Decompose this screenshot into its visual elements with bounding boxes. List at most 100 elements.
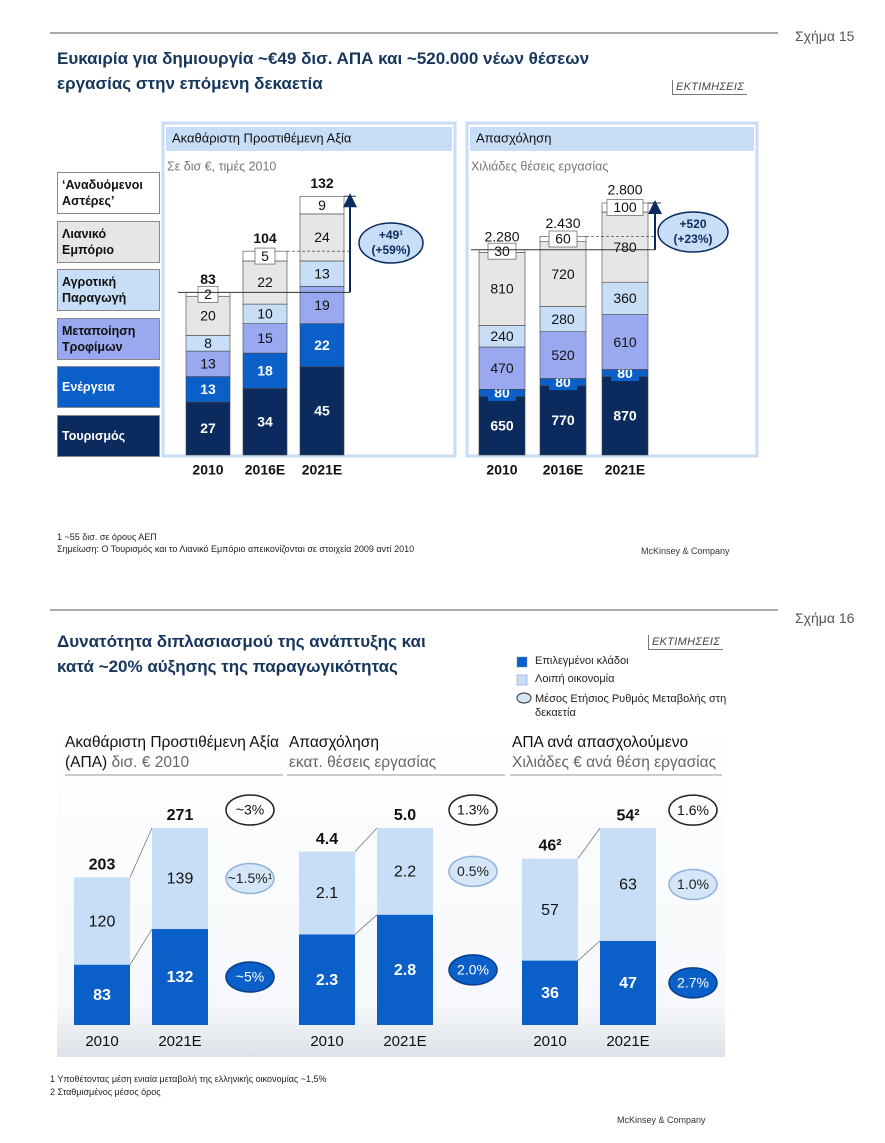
annotation: (+59%) (371, 243, 410, 257)
bar-segment (601, 376, 649, 456)
chart-title-text: ΑΠΑ ανά απασχολούμενο (512, 734, 689, 751)
bar-segment (601, 211, 649, 283)
data-label: 30 (494, 243, 510, 259)
figure-title: εργασίας στην επόμενη δεκαετία (57, 74, 323, 93)
data-label: 13 (314, 265, 330, 281)
data-label: 2.2 (394, 864, 416, 881)
footnote: 1 ~55 δισ. σε όρους ΑΕΠ (57, 532, 157, 542)
figure-title: κατά ~20% αύξησης της παραγωγικότητας (57, 657, 398, 676)
data-label: 100 (613, 199, 637, 215)
panel-frame (161, 121, 457, 458)
legend-entry: Μεταποίηση Τροφίμων (57, 317, 160, 360)
total-label: 271 (167, 807, 194, 824)
legend-entry: ‘Αναδυόμενοι Αστέρες’ (57, 172, 160, 214)
legend-swatch (516, 674, 528, 686)
bar-segment (185, 376, 231, 403)
estimate-tag: ΕΚΤΙΜΗΣΕΙΣ (648, 635, 724, 650)
growth-bubble (448, 794, 498, 826)
data-label: 2.3 (316, 972, 338, 989)
bar-segment (299, 213, 345, 262)
data-label: 45 (314, 403, 330, 419)
bar-segment (74, 877, 130, 965)
data-label: 120 (89, 913, 116, 930)
legend-entry: Λιανικό Εμπόριο (57, 220, 160, 263)
growth-bubble (225, 794, 275, 826)
bar-segment (539, 306, 587, 333)
chart-subtitle: δισ. € 2010 (111, 754, 190, 771)
bar-segment (522, 960, 578, 1025)
bar-segment (242, 352, 288, 389)
bar-segment (600, 940, 656, 1025)
growth-bubble (225, 862, 275, 895)
legend-swatch (516, 656, 528, 668)
growth-label: 2.0% (457, 962, 489, 978)
data-label: 360 (613, 290, 637, 306)
data-label: 780 (613, 239, 637, 255)
total-label: 104 (253, 230, 277, 246)
connector (354, 914, 378, 935)
x-tick-label: 2021E (605, 462, 645, 478)
panel-subtitle: Χιλιάδες θέσεις εργασίας (471, 159, 608, 173)
data-label: 24 (314, 229, 330, 245)
total-label: 54² (616, 807, 639, 824)
legend-bubble-label: Μέσος Ετήσιος Ρυθμός Μεταβολής στη δεκαε… (535, 693, 727, 719)
panel-title: Ακαθάριστη Προστιθέμενη Αξία (172, 130, 352, 145)
annotation: +520 (679, 217, 706, 231)
legend-entry: Επιλεγμένοι κλάδοι (535, 655, 629, 667)
bar-segment (152, 929, 208, 1025)
data-label: 22 (314, 337, 330, 353)
data-label: 9 (318, 197, 326, 213)
growth-bubble (448, 954, 498, 986)
x-tick-label: 2016E (245, 462, 285, 478)
data-label: 470 (490, 360, 514, 376)
data-label: 15 (257, 330, 273, 346)
data-label: 34 (257, 413, 273, 429)
total-label: 83 (200, 271, 216, 287)
source: McKinsey & Company (641, 546, 730, 556)
total-label: 4.4 (316, 831, 338, 848)
data-label: 27 (200, 420, 216, 436)
x-tick-label: 2021E (302, 462, 342, 478)
bar-segment (539, 385, 587, 456)
data-label: 10 (257, 306, 273, 322)
figure-title: Δυνατότητα διπλασιασμού της ανάπτυξης κα… (57, 632, 426, 651)
chart-title-text: Απασχόληση (289, 734, 379, 751)
data-label: 57 (541, 902, 559, 919)
source: McKinsey & Company (617, 1115, 706, 1125)
panel-title: Απασχόληση (476, 130, 551, 145)
bar-segment (185, 350, 231, 377)
bar-segment (601, 314, 649, 370)
chart-title: Απασχόληση εκατ. θέσεις εργασίας (289, 733, 509, 773)
bar-segment (478, 396, 526, 456)
connector (129, 827, 153, 878)
bar-segment (299, 934, 355, 1025)
figure-label: Σχήμα 15 (795, 28, 855, 44)
bar-segment (522, 858, 578, 961)
growth-bubble (448, 855, 498, 888)
total-label: 2.800 (607, 182, 642, 198)
growth-bubble (668, 967, 718, 999)
data-label: 8 (204, 335, 212, 351)
connector (129, 928, 153, 965)
x-tick-label: 2010 (85, 1033, 118, 1050)
data-label: 2.8 (394, 962, 416, 979)
annotation: (+23%) (673, 232, 712, 246)
data-label-box (197, 285, 219, 303)
legend-entry: Αγροτική Παραγωγή (57, 269, 160, 312)
data-label: 520 (551, 347, 575, 363)
data-label: 36 (541, 985, 559, 1002)
growth-bubble (225, 961, 275, 993)
panel-header (166, 127, 452, 151)
connector (577, 827, 601, 859)
data-label-box (487, 242, 517, 260)
footnote: 2 Σταθμισμένος μέσος όρος (50, 1087, 161, 1097)
total-label: 2.280 (484, 229, 519, 245)
data-label-box (606, 199, 644, 216)
x-tick-label: 2010 (533, 1033, 566, 1050)
data-label: 5 (261, 248, 269, 264)
total-label: 2.430 (545, 215, 580, 231)
x-tick-label: 2021E (383, 1033, 426, 1050)
data-label: 18 (257, 362, 273, 378)
growth-label: 1.0% (677, 876, 709, 892)
